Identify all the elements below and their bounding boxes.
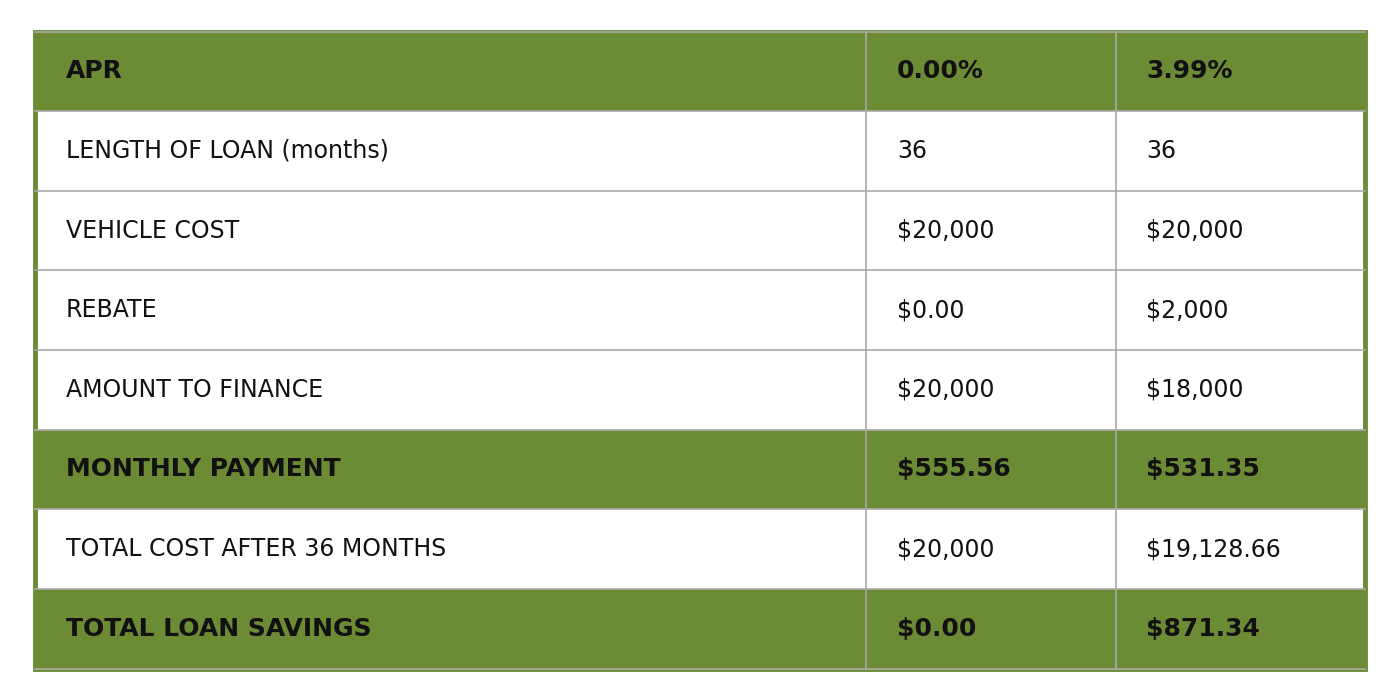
Text: REBATE: REBATE (66, 298, 157, 322)
Text: $20,000: $20,000 (897, 537, 994, 561)
Text: TOTAL COST AFTER 36 MONTHS: TOTAL COST AFTER 36 MONTHS (66, 537, 447, 561)
Bar (1116, 589, 1365, 668)
Bar (1116, 430, 1365, 510)
Text: AMOUNT TO FINANCE: AMOUNT TO FINANCE (66, 378, 323, 402)
Text: $20,000: $20,000 (897, 218, 994, 243)
Bar (35, 190, 867, 270)
Bar (35, 509, 867, 589)
Text: 36: 36 (897, 139, 927, 163)
Bar (1116, 190, 1365, 270)
Text: VEHICLE COST: VEHICLE COST (66, 218, 239, 243)
Text: TOTAL LOAN SAVINGS: TOTAL LOAN SAVINGS (66, 617, 371, 641)
Text: $555.56: $555.56 (897, 457, 1011, 482)
Bar (35, 32, 867, 111)
Bar (35, 589, 867, 668)
Bar (35, 111, 867, 191)
Text: $19,128.66: $19,128.66 (1147, 537, 1281, 561)
Bar (867, 111, 1116, 191)
Bar (867, 32, 1116, 111)
Bar (867, 350, 1116, 430)
Bar (35, 430, 867, 510)
Bar (1116, 32, 1365, 111)
Text: $531.35: $531.35 (1147, 457, 1260, 482)
Bar (1116, 509, 1365, 589)
Text: 0.00%: 0.00% (897, 60, 984, 83)
Bar (1116, 111, 1365, 191)
Bar (1116, 270, 1365, 350)
Text: $0.00: $0.00 (897, 617, 976, 641)
Bar (867, 509, 1116, 589)
Text: $871.34: $871.34 (1147, 617, 1260, 641)
Bar (867, 430, 1116, 510)
Text: 36: 36 (1147, 139, 1176, 163)
Bar (1116, 350, 1365, 430)
Bar (867, 589, 1116, 668)
Text: $20,000: $20,000 (897, 378, 994, 402)
Text: $0.00: $0.00 (897, 298, 965, 322)
Text: MONTHLY PAYMENT: MONTHLY PAYMENT (66, 457, 340, 482)
Bar (867, 190, 1116, 270)
Bar (867, 270, 1116, 350)
Text: APR: APR (66, 60, 123, 83)
Bar (35, 350, 867, 430)
Bar (35, 270, 867, 350)
Text: $18,000: $18,000 (1147, 378, 1245, 402)
Text: $20,000: $20,000 (1147, 218, 1245, 243)
Text: 3.99%: 3.99% (1147, 60, 1233, 83)
Text: LENGTH OF LOAN (months): LENGTH OF LOAN (months) (66, 139, 389, 163)
Text: $2,000: $2,000 (1147, 298, 1229, 322)
